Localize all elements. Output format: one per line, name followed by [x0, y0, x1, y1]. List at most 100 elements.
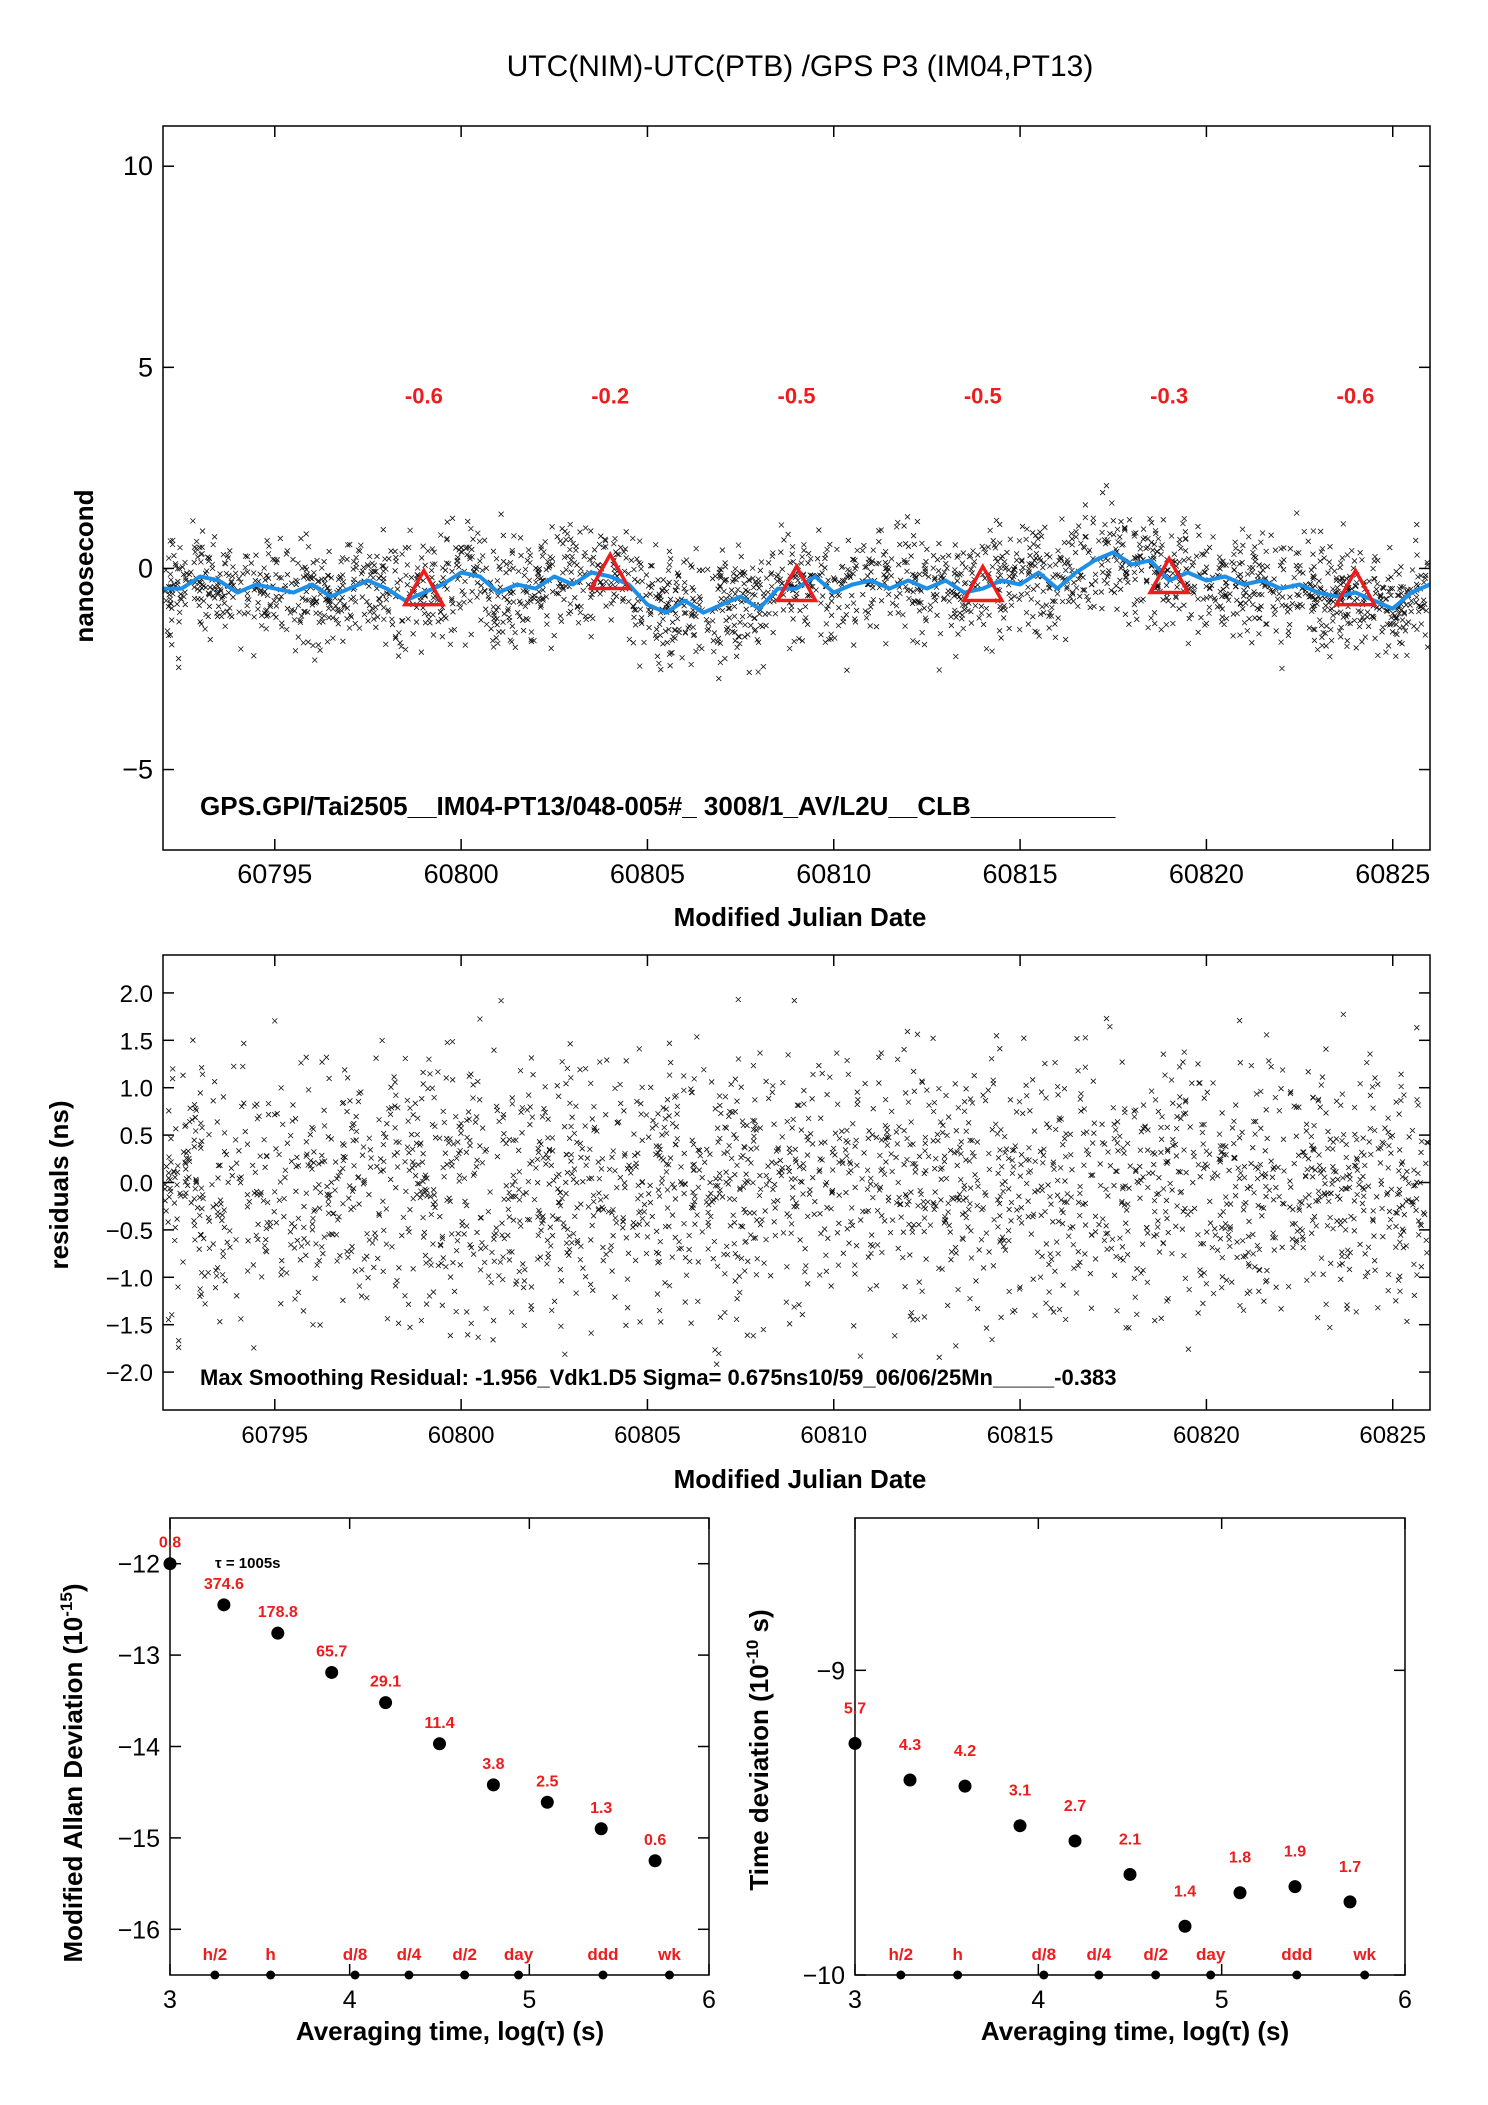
residual-point	[701, 1066, 707, 1073]
data-point	[1182, 548, 1189, 554]
data-point	[675, 573, 682, 579]
data-point	[380, 563, 387, 569]
residual-point	[911, 1088, 918, 1095]
residual-point	[506, 1248, 512, 1255]
residual-point	[843, 1137, 849, 1144]
data-point	[500, 532, 507, 539]
data-point	[1019, 557, 1025, 563]
residual-point	[509, 1095, 516, 1101]
residual-point	[1310, 1271, 1317, 1277]
residual-point	[420, 1081, 426, 1087]
data-point	[298, 613, 305, 619]
residual-point	[855, 1096, 861, 1103]
data-point	[1327, 597, 1334, 603]
residual-point	[564, 1249, 570, 1256]
data-point	[843, 572, 850, 579]
residual-point	[1424, 1249, 1430, 1256]
top-x-axis-label: Modified Julian Date	[674, 902, 927, 932]
data-point	[1256, 630, 1262, 637]
residual-point	[1087, 1270, 1094, 1277]
data-point	[954, 554, 960, 561]
data-point	[242, 564, 249, 571]
data-point	[1190, 559, 1197, 565]
data-point	[1351, 617, 1358, 624]
residual-point	[666, 1282, 673, 1289]
data-point	[591, 547, 598, 553]
residual-point	[1203, 1229, 1210, 1235]
data-point	[1271, 576, 1277, 582]
residual-point	[780, 1230, 787, 1236]
residual-point	[1062, 1178, 1068, 1184]
residual-point	[423, 1260, 429, 1266]
data-point	[1412, 537, 1419, 544]
data-point	[1173, 593, 1179, 600]
residual-point	[349, 1243, 355, 1250]
residual-point	[945, 1200, 952, 1207]
data-point	[757, 567, 764, 574]
residual-point	[804, 1281, 811, 1287]
residual-point	[558, 1278, 565, 1284]
residual-point	[906, 1221, 912, 1228]
residual-point	[1212, 1232, 1219, 1238]
residual-point	[206, 1218, 213, 1225]
data-point	[230, 564, 236, 570]
data-point	[1279, 594, 1286, 600]
residual-point	[1237, 1170, 1244, 1176]
weekly-mean-label: -0.3	[1150, 384, 1188, 409]
data-point	[1087, 604, 1094, 611]
residual-point	[1398, 1097, 1404, 1104]
data-point	[265, 550, 272, 557]
residual-point	[355, 1174, 362, 1180]
residual-point	[1135, 1179, 1142, 1186]
residual-point	[936, 1265, 942, 1272]
data-point	[778, 522, 785, 528]
residual-point	[1075, 1262, 1081, 1269]
residual-point	[1380, 1233, 1386, 1240]
residual-point	[479, 1125, 486, 1131]
x-tick-label: 60805	[614, 1422, 681, 1449]
data-point	[574, 603, 581, 610]
residual-point	[610, 1148, 617, 1154]
residual-point	[771, 1181, 778, 1188]
data-point	[649, 580, 656, 587]
data-point	[637, 606, 644, 613]
residual-point	[1227, 1224, 1234, 1230]
data-point	[768, 571, 774, 578]
residual-point	[1396, 1204, 1403, 1211]
residual-point	[874, 1207, 881, 1214]
residual-point	[983, 1192, 989, 1199]
residual-point	[1096, 1221, 1102, 1228]
residual-point	[278, 1300, 284, 1307]
residual-point	[742, 1209, 749, 1216]
data-point	[600, 544, 607, 551]
data-point	[427, 620, 433, 626]
data-point	[561, 554, 568, 561]
residual-point	[273, 1219, 280, 1226]
data-point	[867, 623, 873, 629]
data-point	[789, 551, 795, 557]
x-tick-label: 3	[848, 1986, 862, 2014]
residual-point	[1287, 1184, 1294, 1190]
residual-point	[836, 1135, 843, 1142]
residual-point	[665, 1161, 672, 1168]
residual-point	[376, 1116, 382, 1123]
residual-point	[457, 1147, 463, 1154]
data-point	[1353, 645, 1360, 651]
residual-point	[1308, 1230, 1315, 1236]
residual-point	[519, 1104, 526, 1111]
residual-point	[908, 1309, 915, 1316]
data-point	[739, 613, 746, 620]
data-point	[1034, 599, 1041, 606]
residual-point	[1026, 1144, 1032, 1151]
residual-point	[732, 1108, 739, 1115]
residual-point	[564, 1065, 571, 1072]
data-point	[1186, 615, 1192, 622]
data-point	[199, 550, 205, 557]
residual-point	[1304, 1166, 1311, 1173]
data-point	[374, 614, 381, 620]
residual-point	[1076, 1212, 1083, 1219]
residual-point	[723, 1243, 730, 1250]
residual-point	[1303, 1121, 1310, 1128]
residual-point	[1306, 1192, 1312, 1198]
residual-point	[309, 1221, 316, 1227]
